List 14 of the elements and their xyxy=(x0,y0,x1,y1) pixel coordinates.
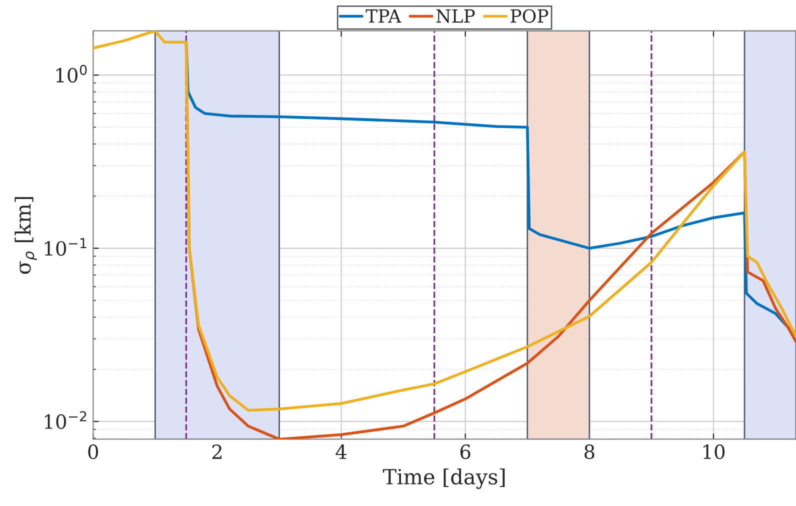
x-tick-label: 4 xyxy=(336,444,346,459)
x-tick-label: 0 xyxy=(88,444,98,460)
legend-label: POP xyxy=(510,9,548,23)
x-tick-label: 2 xyxy=(212,444,222,459)
y-axis-title: σ$_{ρ}$ [km] xyxy=(14,197,38,274)
x-tick-label: 8 xyxy=(584,444,594,460)
y-tick-label: 10$^{−2}$ xyxy=(44,411,86,429)
legend-label: TPA xyxy=(366,9,402,23)
y-tick-label: 10$^{−1}$ xyxy=(44,238,86,256)
x-tick-label: 6 xyxy=(460,444,470,460)
x-tick-label: 10 xyxy=(703,444,725,460)
legend-label: NLP xyxy=(436,9,475,23)
y-tick-label: 10$^{0}$ xyxy=(56,64,87,83)
x-axis-title: Time [days] xyxy=(382,468,505,489)
